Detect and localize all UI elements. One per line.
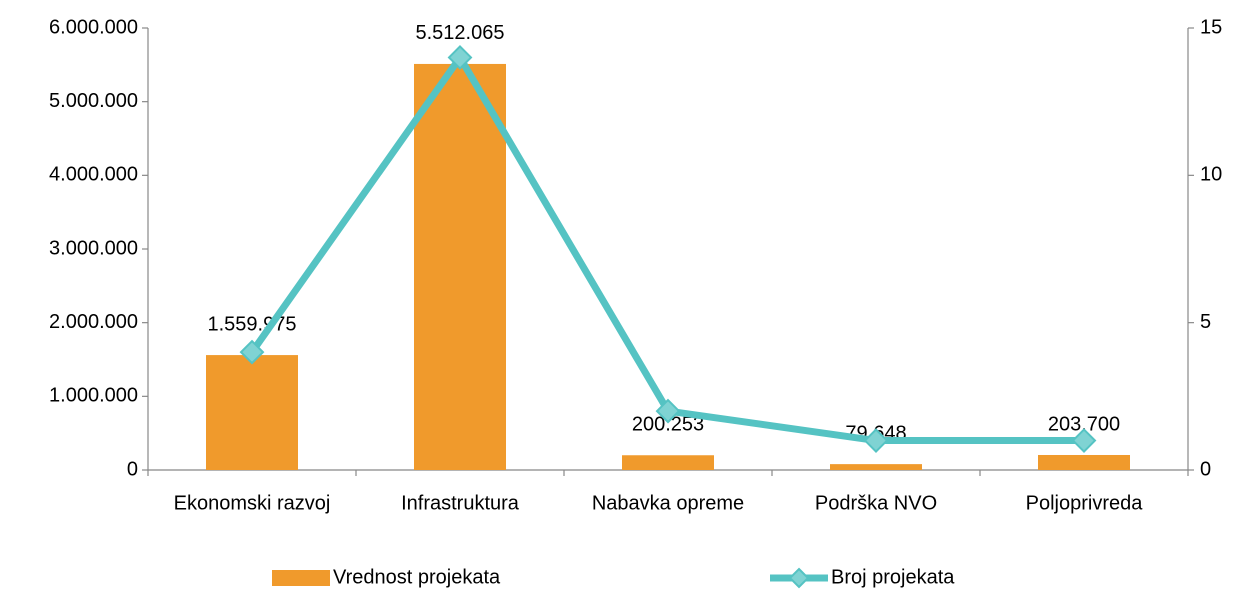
y2-tick-label: 5 (1200, 311, 1211, 333)
y-tick-label: 2.000.000 (49, 311, 138, 333)
x-tick-label: Poljoprivreda (1026, 492, 1144, 514)
x-tick-label: Ekonomski razvoj (174, 492, 331, 514)
bar (206, 355, 298, 470)
y-tick-label: 3.000.000 (49, 237, 138, 259)
y-tick-label: 5.000.000 (49, 90, 138, 112)
bar (830, 464, 922, 470)
x-tick-label: Podrška NVO (815, 492, 937, 514)
bar (622, 455, 714, 470)
x-tick-label: Infrastruktura (401, 492, 520, 514)
y-tick-label: 1.000.000 (49, 385, 138, 407)
legend-marker (788, 567, 810, 589)
y-tick-label: 6.000.000 (49, 16, 138, 38)
marker (1071, 428, 1097, 453)
x-tick-label: Nabavka opreme (592, 492, 744, 514)
value-label: 5.512.065 (416, 22, 505, 44)
bar (1038, 454, 1130, 470)
y-tick-label: 4.000.000 (49, 164, 138, 186)
legend-label: Vrednost projekata (333, 566, 501, 588)
marker (447, 45, 473, 70)
legend-label: Broj projekata (831, 566, 955, 588)
y2-tick-label: 10 (1200, 164, 1222, 186)
marker (655, 398, 681, 424)
marker (239, 339, 265, 365)
y2-tick-label: 15 (1200, 16, 1222, 38)
legend-swatch (272, 570, 330, 586)
y-tick-label: 0 (127, 458, 138, 480)
marker (863, 428, 889, 453)
line (249, 53, 1084, 445)
value-label: 203.700 (1048, 413, 1120, 435)
y2-tick-label: 0 (1200, 458, 1211, 480)
value-label: 200.253 (632, 414, 704, 436)
value-label: 1.559.975 (208, 313, 297, 335)
bar (414, 63, 506, 470)
